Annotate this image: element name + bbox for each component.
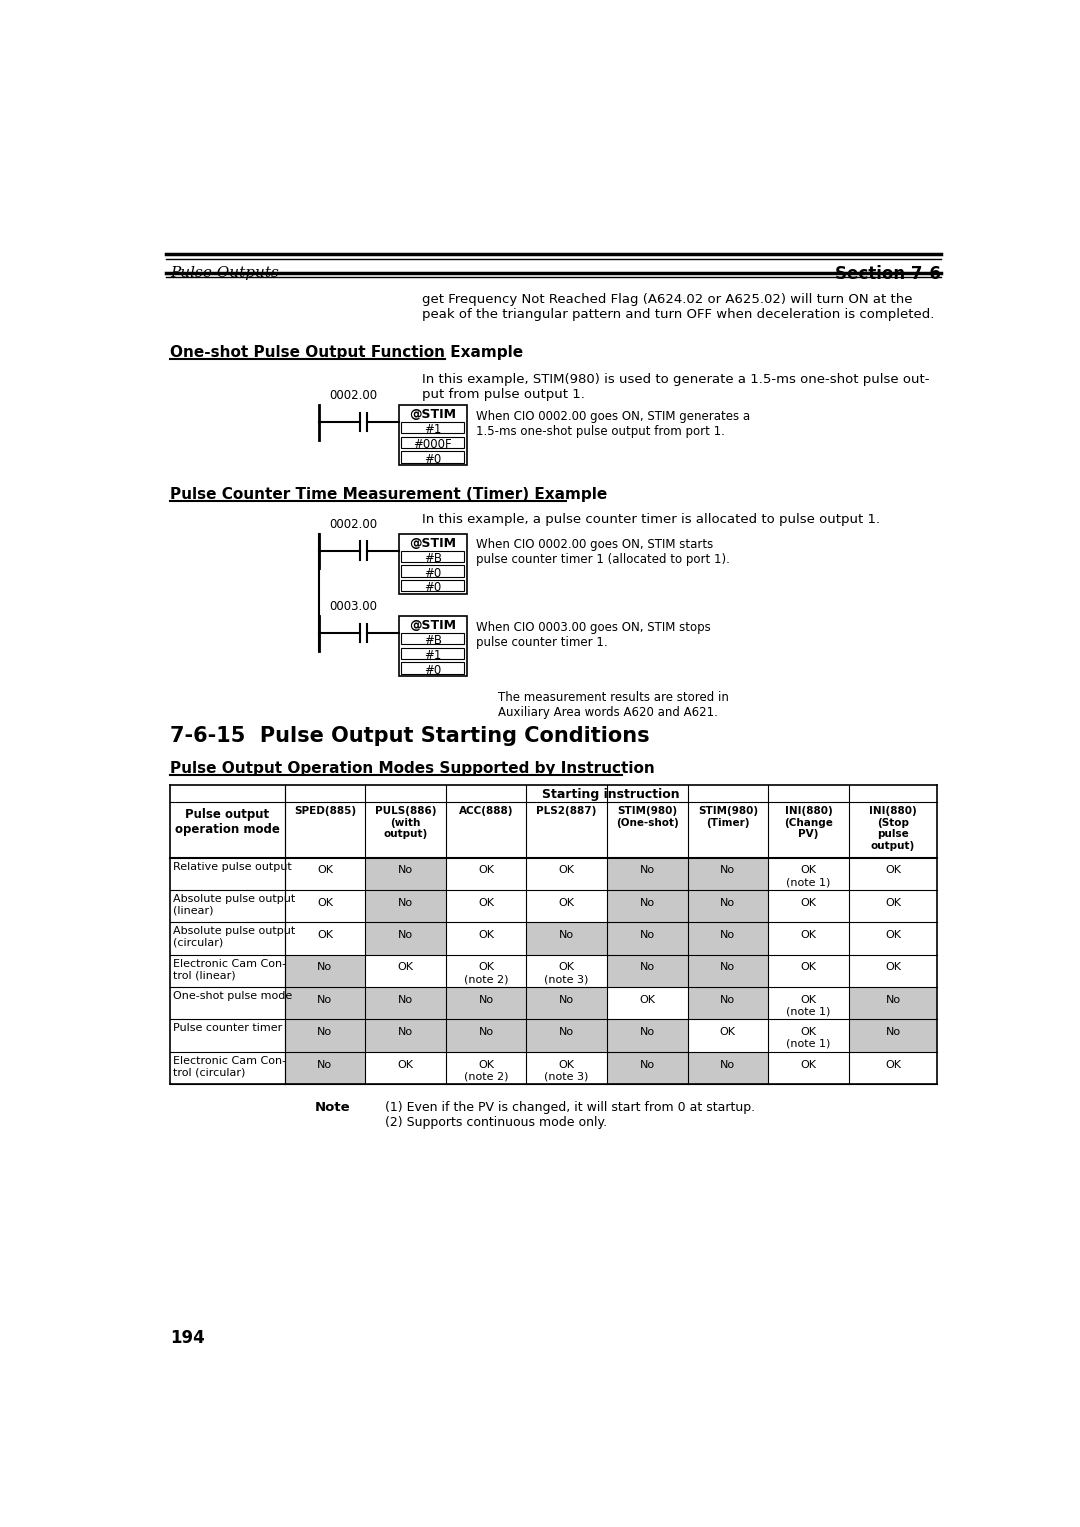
Text: Electronic Cam Con-
trol (circular): Electronic Cam Con- trol (circular) [173, 1055, 286, 1077]
Bar [446, 890, 526, 922]
Bar [768, 986, 849, 1020]
Text: OK: OK [720, 1028, 735, 1037]
Text: 0003.00: 0003.00 [328, 600, 377, 612]
Text: No: No [397, 930, 413, 941]
Bar [526, 954, 607, 986]
Bar [401, 437, 464, 447]
Bar [607, 986, 688, 1020]
Bar [170, 858, 284, 890]
Text: OK: OK [885, 962, 901, 973]
Text: One-shot Pulse Output Function Example: One-shot Pulse Output Function Example [170, 345, 523, 360]
Text: #000F: #000F [414, 438, 451, 450]
Text: OK: OK [478, 930, 494, 941]
Text: INI(880)
(Stop
pulse
output): INI(880) (Stop pulse output) [869, 806, 917, 851]
Text: OK: OK [316, 898, 333, 907]
Bar [284, 1020, 365, 1052]
Bar [446, 986, 526, 1020]
Text: OK
(note 3): OK (note 3) [544, 1060, 589, 1081]
Bar [170, 1052, 284, 1084]
Text: PULS(886)
(with
output): PULS(886) (with output) [375, 806, 436, 840]
Text: OK: OK [639, 994, 656, 1005]
Bar [607, 954, 688, 986]
Text: No: No [720, 1060, 735, 1069]
Text: @STIM: @STIM [409, 408, 456, 421]
Text: OK: OK [558, 866, 575, 875]
Bar [607, 858, 688, 890]
Text: No: No [559, 994, 575, 1005]
Text: No: No [318, 994, 333, 1005]
Text: No: No [478, 1028, 494, 1037]
Bar [526, 1052, 607, 1084]
Text: Pulse Outputs: Pulse Outputs [170, 266, 279, 281]
Text: No: No [886, 1028, 901, 1037]
Bar [284, 954, 365, 986]
Text: OK: OK [558, 898, 575, 907]
Text: In this example, STIM(980) is used to generate a 1.5-ms one-shot pulse out-
put : In this example, STIM(980) is used to ge… [422, 373, 929, 400]
Text: OK: OK [885, 1060, 901, 1069]
Text: #0: #0 [424, 664, 442, 676]
Text: PLS2(887): PLS2(887) [537, 806, 597, 815]
Text: OK: OK [885, 930, 901, 941]
Bar [768, 954, 849, 986]
Bar [446, 1052, 526, 1084]
Bar [365, 858, 446, 890]
Bar [401, 632, 464, 644]
Text: #B: #B [423, 553, 442, 565]
Text: The measurement results are stored in
Auxiliary Area words A620 and A621.: The measurement results are stored in Au… [498, 692, 729, 719]
Bar [446, 1020, 526, 1052]
Text: OK
(note 2): OK (note 2) [463, 1060, 509, 1081]
Text: OK
(note 2): OK (note 2) [463, 962, 509, 983]
Text: No: No [397, 994, 413, 1005]
Text: get Frequency Not Reached Flag (A624.02 or A625.02) will turn ON at the
peak of : get Frequency Not Reached Flag (A624.02 … [422, 293, 934, 321]
Text: 0002.00: 0002.00 [328, 518, 377, 530]
Text: OK: OK [800, 962, 816, 973]
Bar [526, 1020, 607, 1052]
Text: No: No [639, 930, 654, 941]
Text: OK
(note 1): OK (note 1) [786, 866, 831, 887]
Text: Absolute pulse output
(circular): Absolute pulse output (circular) [173, 927, 295, 948]
Bar [849, 1020, 937, 1052]
Bar [526, 890, 607, 922]
Bar [607, 1020, 688, 1052]
Text: OK
(note 3): OK (note 3) [544, 962, 589, 983]
Bar [526, 922, 607, 954]
Bar [401, 565, 464, 577]
Text: Electronic Cam Con-
trol (linear): Electronic Cam Con- trol (linear) [173, 959, 286, 980]
Bar [399, 533, 467, 594]
Bar [688, 890, 768, 922]
Text: No: No [639, 866, 654, 875]
Text: No: No [559, 930, 575, 941]
Bar [446, 922, 526, 954]
Bar [768, 858, 849, 890]
Bar [446, 858, 526, 890]
Bar [607, 890, 688, 922]
Text: OK: OK [316, 866, 333, 875]
Bar [401, 663, 464, 673]
Bar [284, 922, 365, 954]
Text: Pulse Counter Time Measurement (Timer) Example: Pulse Counter Time Measurement (Timer) E… [170, 487, 607, 502]
Bar [399, 405, 467, 466]
Text: No: No [478, 994, 494, 1005]
Bar [446, 954, 526, 986]
Text: OK: OK [316, 930, 333, 941]
Text: OK
(note 1): OK (note 1) [786, 994, 831, 1017]
Text: OK: OK [478, 866, 494, 875]
Bar [284, 890, 365, 922]
Bar [526, 858, 607, 890]
Bar [365, 922, 446, 954]
Text: Pulse output
operation mode: Pulse output operation mode [175, 808, 280, 835]
Text: #0: #0 [424, 582, 442, 594]
Text: #1: #1 [424, 423, 442, 437]
Bar [688, 858, 768, 890]
Text: When CIO 0003.00 goes ON, STIM stops
pulse counter timer 1.: When CIO 0003.00 goes ON, STIM stops pul… [476, 620, 711, 649]
Text: (2) Supports continuous mode only.: (2) Supports continuous mode only. [384, 1116, 607, 1130]
Bar [284, 858, 365, 890]
Bar [768, 890, 849, 922]
Text: #0: #0 [424, 567, 442, 580]
Text: One-shot pulse mode: One-shot pulse mode [173, 991, 293, 1002]
Text: No: No [397, 898, 413, 907]
Bar [768, 1052, 849, 1084]
Text: STIM(980)
(One-shot): STIM(980) (One-shot) [616, 806, 678, 828]
Bar [284, 1052, 365, 1084]
Text: ACC(888): ACC(888) [459, 806, 513, 815]
